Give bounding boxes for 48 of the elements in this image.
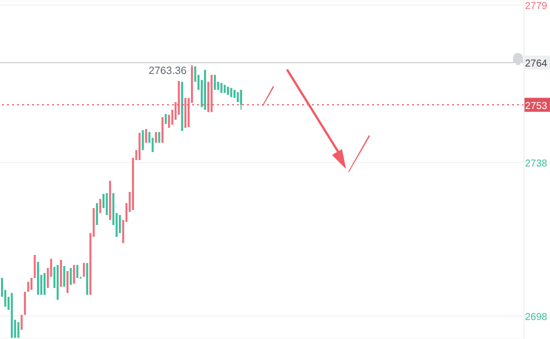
candlestick	[37, 262, 40, 295]
candlestick	[66, 271, 68, 293]
candlestick	[82, 262, 85, 277]
candlestick	[210, 74, 213, 112]
candlestick	[86, 262, 88, 295]
candlestick	[56, 264, 59, 300]
candlestick	[230, 88, 232, 98]
candlestick	[240, 89, 242, 110]
y-tick-label: 2738	[525, 158, 548, 170]
candlestick	[226, 86, 229, 95]
y-tick-label: 2779	[525, 0, 548, 12]
candlestick	[73, 264, 76, 284]
candlestick	[70, 268, 72, 285]
candlestick	[20, 314, 23, 330]
candlestick	[184, 98, 186, 128]
y-tick-label: 2698	[525, 312, 548, 323]
candlestick	[145, 128, 148, 143]
annotation: 2763.36	[148, 65, 187, 78]
candlestick	[214, 74, 216, 90]
candlestick	[34, 254, 36, 278]
candlestick	[30, 278, 32, 290]
candlestick	[118, 214, 121, 234]
candlestick	[204, 70, 206, 110]
candlestick	[138, 132, 141, 160]
candlestick	[236, 92, 239, 102]
candlestick	[17, 322, 20, 338]
candlestick	[76, 264, 78, 278]
candlestick	[158, 132, 160, 143]
candlestick	[63, 266, 66, 287]
candlestick	[44, 272, 46, 295]
candlestick	[164, 114, 167, 124]
candlestick	[234, 90, 236, 98]
candlestick	[224, 84, 226, 93]
candlestick	[60, 260, 62, 287]
ref-line-label: 2764	[525, 58, 548, 70]
candlestick	[109, 180, 112, 220]
candlestick	[24, 292, 26, 315]
candlestick	[154, 132, 157, 143]
candlestick	[142, 130, 144, 150]
candlestick	[161, 117, 164, 143]
candlestick	[10, 292, 13, 338]
candlestick	[220, 82, 222, 93]
candlestick	[181, 82, 184, 131]
candlestick	[99, 198, 102, 214]
ref-line-label: 2753	[525, 100, 548, 112]
candlestick	[27, 282, 30, 292]
candlestick	[106, 193, 108, 215]
candlestick	[96, 203, 98, 225]
